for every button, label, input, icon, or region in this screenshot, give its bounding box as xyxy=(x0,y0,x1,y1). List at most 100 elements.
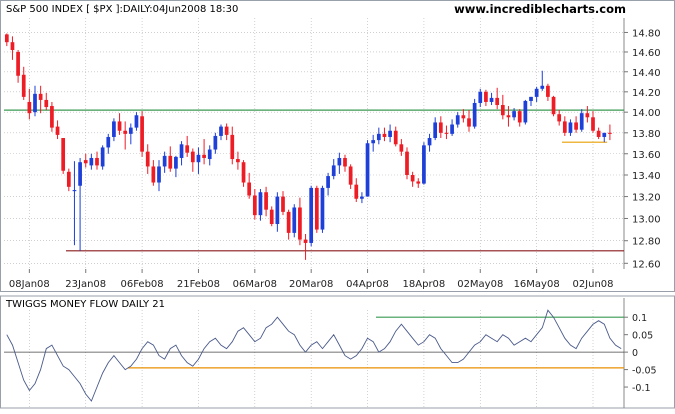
candle xyxy=(360,192,364,204)
candle xyxy=(320,185,325,233)
candle xyxy=(128,123,133,145)
candle-body xyxy=(292,207,297,233)
candle-body xyxy=(61,138,66,171)
candle-body xyxy=(112,121,116,137)
candle xyxy=(44,92,49,111)
candle xyxy=(174,155,178,178)
candle-body xyxy=(427,138,432,146)
candle xyxy=(478,88,483,108)
candle-body xyxy=(264,192,268,210)
y-tick-label: 12.60 xyxy=(632,259,661,270)
candle-body xyxy=(354,184,359,199)
x-tick-label: 06Feb08 xyxy=(121,279,164,290)
candle xyxy=(585,106,590,123)
candle xyxy=(602,132,607,143)
candle-body xyxy=(388,130,392,137)
candle xyxy=(258,188,263,221)
candle xyxy=(388,124,392,143)
candle-body xyxy=(422,145,426,184)
candle xyxy=(450,119,454,136)
candle xyxy=(112,118,116,142)
candle xyxy=(72,161,77,246)
candle xyxy=(264,186,268,217)
candle-body xyxy=(376,133,381,141)
candle-body xyxy=(134,115,139,128)
candle-body xyxy=(455,115,460,125)
candle-body xyxy=(523,100,528,123)
candle xyxy=(534,86,539,102)
candle-body xyxy=(551,96,556,115)
candle xyxy=(506,106,511,127)
candle-body xyxy=(78,162,82,186)
candle xyxy=(354,178,359,203)
candle-body xyxy=(433,122,438,139)
candle-body xyxy=(574,122,578,130)
x-tick-label: 23Jan08 xyxy=(65,279,106,290)
candle xyxy=(106,133,111,154)
candle xyxy=(298,197,302,246)
candle xyxy=(269,206,274,227)
candle xyxy=(95,151,99,170)
y-tick-label: 12.80 xyxy=(632,237,661,248)
candle-body xyxy=(602,132,607,137)
candle xyxy=(472,98,477,129)
candle xyxy=(376,127,381,145)
price-panel-frame xyxy=(0,0,675,292)
candle xyxy=(145,144,150,174)
candle xyxy=(579,109,584,132)
candle xyxy=(275,192,280,232)
flow-y-tick-label: 0.1 xyxy=(632,313,647,324)
candle-body xyxy=(213,135,218,150)
candle-body xyxy=(95,157,99,166)
candle-body xyxy=(320,187,325,230)
candle-body xyxy=(337,157,342,166)
candle-body xyxy=(66,171,71,187)
candle-body xyxy=(585,113,590,118)
candle-body xyxy=(326,176,330,188)
candle xyxy=(21,66,26,100)
candle xyxy=(500,94,505,120)
candle-body xyxy=(157,166,161,183)
candle-body xyxy=(309,187,314,243)
candle-body xyxy=(219,126,223,136)
candle xyxy=(512,108,516,121)
candle xyxy=(444,125,449,140)
candle xyxy=(348,164,353,189)
candle xyxy=(16,50,20,83)
flow-y-tick-label: -0.1 xyxy=(632,383,651,394)
candle-body xyxy=(472,102,477,127)
candle xyxy=(596,127,601,140)
candle xyxy=(236,151,240,170)
candle xyxy=(557,110,562,126)
candle xyxy=(38,85,43,114)
flow-y-tick-label: 0.05 xyxy=(632,331,653,342)
x-tick-label: 06Mar08 xyxy=(233,279,277,290)
candle xyxy=(393,126,398,147)
y-tick-label: 14.60 xyxy=(632,48,661,59)
candle-body xyxy=(568,122,573,133)
x-tick-label: 08Jan08 xyxy=(9,279,50,290)
candle xyxy=(433,117,438,141)
candle xyxy=(123,121,128,150)
candle-body xyxy=(596,130,601,137)
candle-body xyxy=(72,190,77,192)
candle xyxy=(529,96,533,107)
candle xyxy=(78,157,82,251)
candle-body xyxy=(241,162,246,183)
x-tick-label: 16May08 xyxy=(514,279,560,290)
candle-body xyxy=(540,85,545,89)
candle-body xyxy=(444,132,449,134)
candle xyxy=(157,160,161,192)
candle-body xyxy=(55,126,60,135)
candle-body xyxy=(50,106,54,128)
candle xyxy=(281,191,285,216)
candle-body xyxy=(174,156,178,169)
candle xyxy=(230,126,235,165)
candle xyxy=(562,116,567,136)
candle xyxy=(66,168,71,192)
candle xyxy=(314,185,319,233)
candle-body xyxy=(343,157,347,167)
candle xyxy=(484,89,488,107)
candle xyxy=(213,132,218,154)
candle-body xyxy=(236,159,240,163)
